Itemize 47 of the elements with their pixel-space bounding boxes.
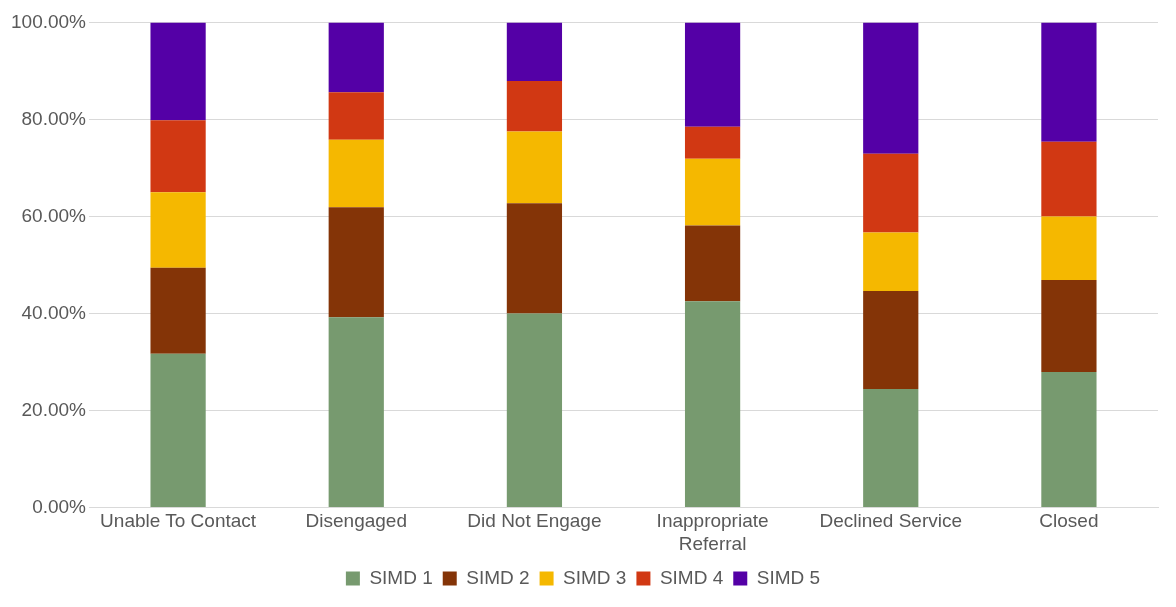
y-tick-label: 60.00% bbox=[21, 204, 87, 226]
bar bbox=[863, 153, 919, 233]
bar bbox=[1041, 372, 1097, 507]
legend-label: SIMD 2 bbox=[466, 566, 530, 588]
bar bbox=[684, 225, 741, 302]
bar bbox=[506, 131, 563, 204]
legend-label: SIMD 1 bbox=[369, 566, 433, 588]
bar bbox=[684, 126, 741, 159]
bar bbox=[328, 92, 384, 140]
bar bbox=[506, 22, 563, 82]
bar bbox=[150, 353, 206, 507]
bar bbox=[150, 192, 206, 268]
legend-label: SIMD 5 bbox=[756, 566, 821, 588]
bar bbox=[1041, 22, 1097, 142]
legend-label: SIMD 4 bbox=[659, 566, 724, 588]
x-tick-label: Closed bbox=[1039, 510, 1099, 532]
y-tick-label: 0.00% bbox=[32, 495, 87, 517]
bar bbox=[863, 232, 919, 292]
bar bbox=[328, 207, 384, 318]
bar bbox=[863, 22, 919, 154]
x-tick-label: Declined Service bbox=[819, 510, 963, 532]
y-tick-label: 20.00% bbox=[21, 398, 87, 420]
bar bbox=[506, 313, 563, 507]
bar bbox=[863, 389, 919, 507]
bar bbox=[684, 301, 741, 507]
bar bbox=[150, 120, 206, 193]
x-tick-label: Disengaged bbox=[305, 510, 407, 532]
bar bbox=[328, 317, 384, 507]
y-tick-label: 80.00% bbox=[21, 107, 87, 129]
bar bbox=[684, 22, 741, 127]
bar bbox=[1041, 216, 1097, 280]
x-tick-label: Unable To Contact bbox=[100, 510, 257, 532]
x-tick-label: Inappropriate Referral bbox=[656, 510, 769, 554]
bar bbox=[684, 158, 741, 226]
bar bbox=[150, 22, 206, 121]
y-tick-label: 40.00% bbox=[21, 301, 87, 323]
bar bbox=[328, 22, 384, 93]
bar bbox=[506, 81, 563, 132]
bar bbox=[506, 203, 563, 314]
y-tick-label: 100.00% bbox=[10, 10, 87, 32]
bar bbox=[328, 139, 384, 208]
bar bbox=[863, 291, 919, 390]
bar bbox=[1041, 141, 1097, 217]
x-tick-label: Did Not Engage bbox=[467, 510, 602, 532]
bar bbox=[1041, 279, 1097, 373]
legend-label: SIMD 3 bbox=[563, 566, 627, 588]
bar bbox=[150, 267, 206, 354]
